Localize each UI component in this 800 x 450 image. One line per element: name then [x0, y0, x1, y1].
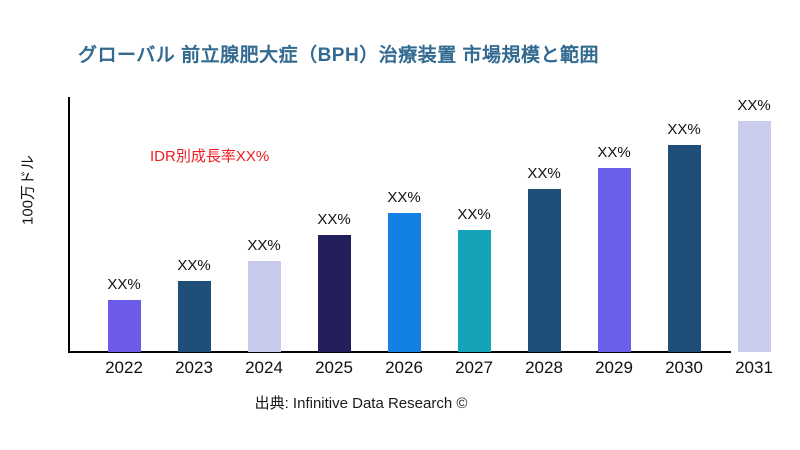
- x-tick-label: 2024: [245, 358, 283, 377]
- source-caption: 出典: Infinitive Data Research ©: [254, 395, 468, 412]
- bar-2026: [387, 213, 421, 352]
- bar-2027: [457, 230, 491, 352]
- bar-2029: [597, 168, 631, 352]
- x-tick-label: 2025: [315, 358, 353, 377]
- x-tick-label: 2030: [665, 358, 703, 377]
- bar-value-label: XX%: [737, 97, 771, 114]
- bar-2023: [177, 281, 211, 352]
- x-tick-label: 2022: [105, 358, 143, 377]
- x-tick-label: 2031: [735, 358, 773, 377]
- x-tick-label: 2028: [525, 358, 563, 377]
- x-tick-label: 2023: [175, 358, 213, 377]
- y-axis-label: 100万ドル: [19, 154, 37, 226]
- bar-2025: [317, 235, 351, 352]
- bar-value-label: XX%: [457, 206, 491, 223]
- growth-rate-annotation: IDR別成長率XX%: [150, 148, 270, 165]
- bar-value-label: XX%: [107, 276, 141, 293]
- y-axis-line: [68, 97, 70, 353]
- bar-2030: [667, 145, 701, 352]
- chart-title: グローバル 前立腺肥大症（BPH）治療装置 市場規模と範囲: [78, 45, 599, 66]
- bar-2024: [247, 261, 281, 352]
- bar-value-label: XX%: [667, 121, 701, 138]
- bar-value-label: XX%: [387, 189, 421, 206]
- bar-value-label: XX%: [317, 211, 351, 228]
- bar-value-label: XX%: [527, 165, 561, 182]
- x-tick-label: 2029: [595, 358, 633, 377]
- bar-value-label: XX%: [597, 144, 631, 161]
- bar-2031: [737, 121, 771, 352]
- bar-value-label: XX%: [247, 237, 281, 254]
- bar-2022: [107, 300, 141, 352]
- bar-2028: [527, 189, 561, 352]
- x-tick-label: 2026: [385, 358, 423, 377]
- x-tick-label: 2027: [455, 358, 493, 377]
- bar-value-label: XX%: [177, 257, 211, 274]
- x-axis-line: [68, 351, 731, 353]
